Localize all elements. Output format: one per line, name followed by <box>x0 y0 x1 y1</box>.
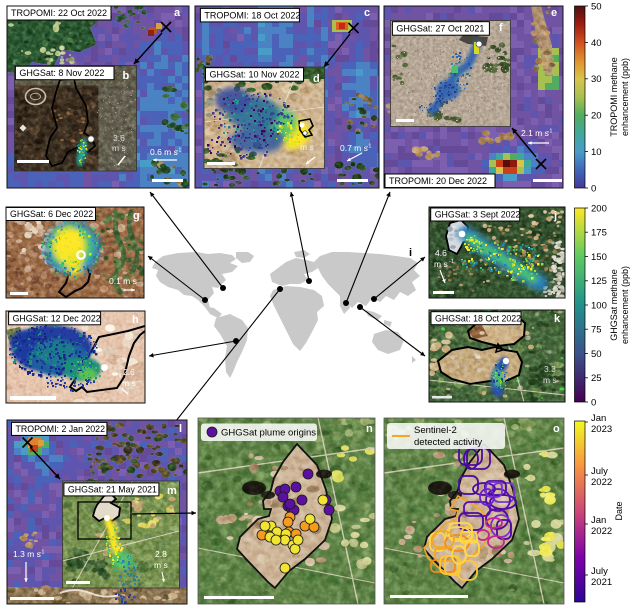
svg-text:detected activity: detected activity <box>414 437 482 448</box>
svg-text:TROPOMI: 22 Oct 2022: TROPOMI: 22 Oct 2022 <box>11 8 107 18</box>
svg-text:g: g <box>133 210 140 222</box>
svg-text:GHGSat: 8 Nov 2022: GHGSat: 8 Nov 2022 <box>19 68 104 78</box>
svg-text:2023: 2023 <box>591 424 612 435</box>
svg-text:25: 25 <box>591 373 602 384</box>
svg-text:GHGSat plume origins: GHGSat plume origins <box>221 428 316 439</box>
svg-text:-1: -1 <box>449 259 454 265</box>
svg-text:GHGSat: 10 Nov 2022: GHGSat: 10 Nov 2022 <box>210 70 300 80</box>
svg-text:GHGSat methane: GHGSat methane <box>609 269 619 341</box>
svg-text:o: o <box>553 423 560 435</box>
svg-text:Jan: Jan <box>591 515 606 526</box>
svg-text:150: 150 <box>591 252 607 263</box>
svg-text:GHGSat: 12 Dec 2022: GHGSat: 12 Dec 2022 <box>13 314 101 324</box>
svg-text:0: 0 <box>591 397 596 408</box>
svg-text:4.6: 4.6 <box>435 248 447 258</box>
svg-text:0.1 m s: 0.1 m s <box>109 276 137 286</box>
svg-text:n: n <box>366 423 373 435</box>
svg-text:k: k <box>554 313 561 325</box>
svg-text:-1: -1 <box>367 144 372 150</box>
svg-text:0.7 m s: 0.7 m s <box>340 143 368 153</box>
svg-text:TROPOMI: 18 Oct 2022: TROPOMI: 18 Oct 2022 <box>204 10 300 20</box>
svg-text:20: 20 <box>591 111 602 122</box>
svg-text:175: 175 <box>591 228 607 239</box>
svg-text:a: a <box>174 7 181 19</box>
svg-text:75: 75 <box>591 325 602 336</box>
svg-text:Jan: Jan <box>591 413 606 424</box>
svg-text:i: i <box>409 247 412 259</box>
svg-text:3.6: 3.6 <box>113 133 125 143</box>
svg-text:July: July <box>591 566 608 577</box>
svg-text:200: 200 <box>591 203 607 214</box>
svg-text:GHGSat: 18 Oct 2022: GHGSat: 18 Oct 2022 <box>435 313 521 323</box>
svg-text:e: e <box>551 7 557 19</box>
svg-text:GHGSat: 3 Sept 2022: GHGSat: 3 Sept 2022 <box>435 210 521 220</box>
svg-text:TROPOMI: 20 Dec 2022: TROPOMI: 20 Dec 2022 <box>389 176 487 186</box>
svg-text:2.8: 2.8 <box>155 549 167 559</box>
svg-text:m s: m s <box>543 375 557 385</box>
svg-text:b: b <box>123 70 130 82</box>
svg-text:m s: m s <box>434 259 448 269</box>
svg-text:GHGSat: 6 Dec 2022: GHGSat: 6 Dec 2022 <box>10 209 93 219</box>
svg-text:125: 125 <box>591 276 607 287</box>
svg-text:10: 10 <box>591 147 602 158</box>
svg-text:m s: m s <box>122 378 136 388</box>
svg-text:Sentinel-2: Sentinel-2 <box>414 425 457 436</box>
svg-text:m s: m s <box>300 142 314 152</box>
svg-text:100: 100 <box>591 300 607 311</box>
svg-text:TROPOMI methane: TROPOMI methane <box>609 57 619 137</box>
svg-text:GHGSat: 21 May 2021: GHGSat: 21 May 2021 <box>68 485 157 495</box>
svg-text:1.3 m s: 1.3 m s <box>13 549 41 559</box>
svg-text:f: f <box>499 22 503 34</box>
svg-text:enhancement (ppb): enhancement (ppb) <box>620 266 630 344</box>
svg-text:-1: -1 <box>177 148 182 154</box>
svg-text:h: h <box>132 314 139 326</box>
svg-text:2021: 2021 <box>591 577 612 588</box>
svg-text:3.3: 3.3 <box>544 364 556 374</box>
svg-text:2.6: 2.6 <box>123 367 135 377</box>
svg-text:m: m <box>167 485 177 497</box>
svg-text:2.1 m s: 2.1 m s <box>521 128 549 138</box>
svg-text:Date: Date <box>614 501 624 520</box>
svg-text:0: 0 <box>591 183 596 194</box>
svg-text:0.6 m s: 0.6 m s <box>150 147 178 157</box>
svg-text:40: 40 <box>591 38 602 49</box>
svg-text:-1: -1 <box>40 550 45 556</box>
svg-text:GHGSat: 27 Oct 2021: GHGSat: 27 Oct 2021 <box>396 24 484 34</box>
svg-text:2022: 2022 <box>591 477 612 488</box>
svg-text:-1: -1 <box>548 129 553 135</box>
svg-text:July: July <box>591 466 608 477</box>
svg-text:d: d <box>313 73 320 85</box>
svg-text:50: 50 <box>591 1 602 12</box>
svg-text:j: j <box>553 210 557 222</box>
svg-text:30: 30 <box>591 74 602 85</box>
svg-text:l: l <box>179 423 182 435</box>
svg-text:2022: 2022 <box>591 526 612 537</box>
svg-text:enhancement (ppb): enhancement (ppb) <box>620 58 630 136</box>
svg-text:c: c <box>364 7 370 19</box>
svg-text:TROPOMI: 2 Jan 2022: TROPOMI: 2 Jan 2022 <box>16 424 106 434</box>
svg-text:m s: m s <box>112 143 126 153</box>
svg-text:50: 50 <box>591 349 602 360</box>
svg-text:m s: m s <box>154 560 168 570</box>
